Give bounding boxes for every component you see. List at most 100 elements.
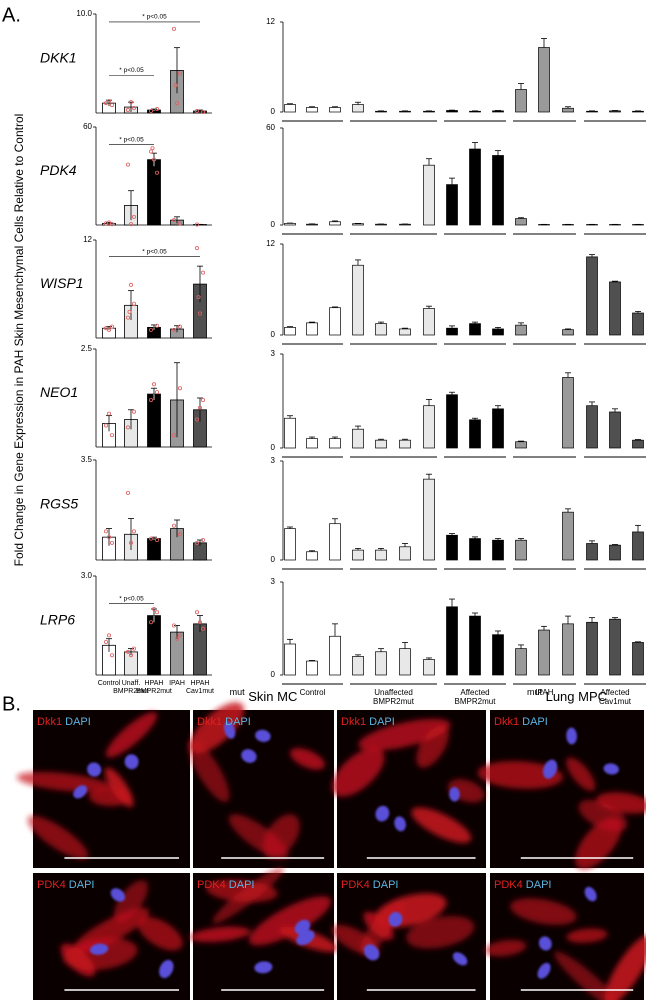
bar xyxy=(423,164,435,226)
stain-name: PDK4 xyxy=(37,879,66,891)
counterstain-name: DAPI xyxy=(222,716,251,728)
bar xyxy=(423,308,435,336)
counterstain-name: DAPI xyxy=(226,879,255,891)
bar xyxy=(515,89,527,113)
stain-label: PDK4 DAPI xyxy=(37,879,94,891)
data-point xyxy=(148,327,153,332)
column-title: mut Skin MC xyxy=(230,687,298,704)
y-tick-label: 12 xyxy=(83,235,92,244)
data-point xyxy=(128,282,133,287)
y-tick-label: 60 xyxy=(266,123,275,132)
bar xyxy=(446,110,458,113)
panel-label: A. xyxy=(2,4,21,26)
nucleus xyxy=(224,721,236,739)
data-point xyxy=(126,108,131,113)
cell xyxy=(363,911,394,940)
bar xyxy=(147,159,161,226)
cell xyxy=(575,817,622,870)
cell xyxy=(411,807,472,843)
bar xyxy=(586,543,598,561)
data-point xyxy=(104,326,109,331)
data-point xyxy=(154,390,159,395)
significance-label: * p<0.05 xyxy=(119,595,144,602)
y-tick-label: 3 xyxy=(271,349,276,358)
bar xyxy=(306,107,318,113)
y-tick-label: 0 xyxy=(271,330,276,339)
data-point xyxy=(154,538,159,543)
data-point xyxy=(171,523,176,528)
y-tick-label: 60 xyxy=(83,122,92,131)
data-point xyxy=(148,620,153,625)
data-point xyxy=(107,327,112,332)
x-category-label: IPAH xyxy=(169,680,185,687)
data-point xyxy=(177,221,182,226)
bar xyxy=(399,328,411,336)
y-tick-label: 12 xyxy=(266,17,275,26)
nucleus xyxy=(87,762,102,777)
nuclei xyxy=(224,721,271,763)
group-label: IPAH xyxy=(535,688,553,697)
stain-label: PDK4 DAPI xyxy=(494,879,551,891)
bar xyxy=(632,312,644,336)
bar xyxy=(329,523,341,561)
bar xyxy=(492,155,504,226)
bar xyxy=(469,419,481,449)
data-point xyxy=(197,311,202,316)
gene-label: PDK4 xyxy=(40,162,77,178)
bar xyxy=(562,329,574,336)
x-category-label: Unaff. xyxy=(122,680,141,687)
data-point xyxy=(110,103,115,108)
data-point xyxy=(110,433,115,438)
bar xyxy=(399,546,411,561)
column-title-sup: mut xyxy=(230,687,246,697)
cell xyxy=(262,814,300,859)
stain-label: Dkk1 DAPI xyxy=(197,716,251,728)
bar xyxy=(515,324,527,336)
bar xyxy=(538,47,550,113)
bar xyxy=(609,281,621,336)
data-point xyxy=(107,220,112,225)
cell xyxy=(189,926,251,943)
bar xyxy=(399,110,411,113)
micrograph: Dkk1 DAPI xyxy=(16,710,190,868)
data-point xyxy=(126,425,131,430)
data-point xyxy=(174,101,179,106)
bar xyxy=(284,643,296,676)
cell xyxy=(113,880,148,923)
nucleus xyxy=(537,962,551,979)
cell xyxy=(358,718,451,751)
stain-label: Dkk1 DAPI xyxy=(494,716,548,728)
x-category-label: BMPR2mut xyxy=(136,688,172,695)
gene-label: NEO1 xyxy=(40,384,78,400)
bar xyxy=(609,411,621,449)
bar xyxy=(562,107,574,113)
gene-label: RGS5 xyxy=(40,496,78,512)
bar xyxy=(423,478,435,561)
data-point xyxy=(177,532,182,537)
bar xyxy=(375,323,387,336)
bar xyxy=(147,538,161,561)
nucleus xyxy=(375,805,390,822)
data-point xyxy=(104,529,109,534)
bar xyxy=(586,256,598,336)
cell xyxy=(105,712,158,758)
bar xyxy=(306,660,318,676)
bar xyxy=(284,104,296,113)
bar xyxy=(147,615,161,676)
bar xyxy=(399,648,411,676)
data-point xyxy=(110,540,115,545)
y-tick-label: 10.0 xyxy=(76,9,92,18)
bar xyxy=(492,328,504,336)
data-point xyxy=(131,301,136,306)
counterstain-name: DAPI xyxy=(519,716,548,728)
cell xyxy=(137,916,183,951)
cell xyxy=(484,939,527,957)
data-point xyxy=(131,409,136,414)
bar xyxy=(492,539,504,561)
panel-label: B. xyxy=(2,693,21,715)
bar xyxy=(562,511,574,561)
bar xyxy=(538,629,550,676)
bar xyxy=(586,621,598,676)
stain-name: PDK4 xyxy=(341,879,370,891)
